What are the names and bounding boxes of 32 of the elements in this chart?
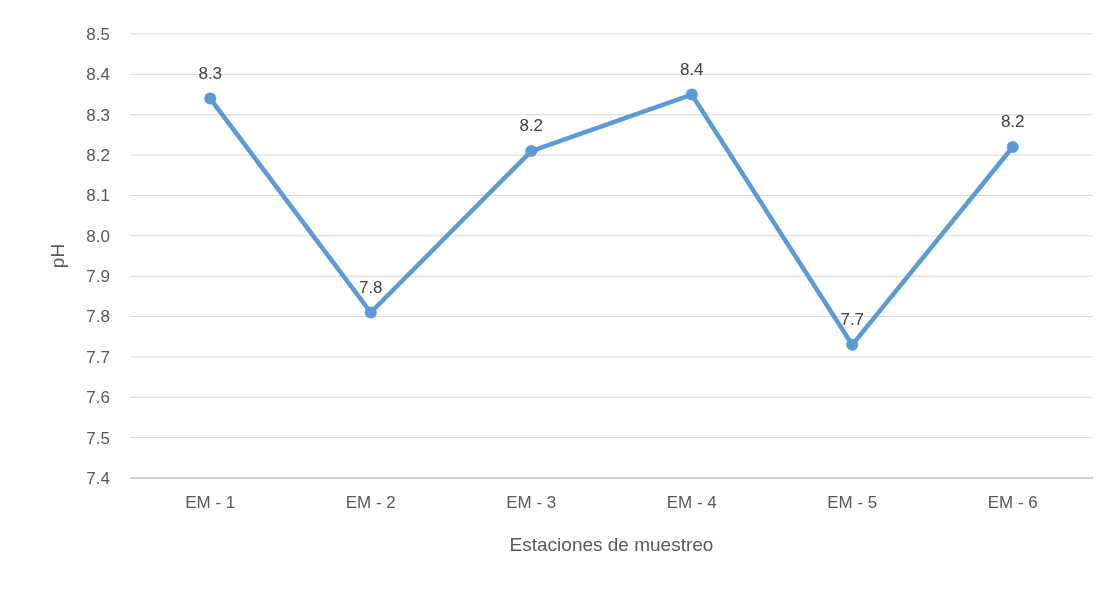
y-tick-label: 7.5 [86, 428, 110, 448]
point [1006, 141, 1019, 154]
x-tick-label: EM - 2 [345, 493, 396, 512]
data-label: 8.4 [679, 59, 704, 79]
y-tick-label: 7.4 [86, 468, 110, 488]
x-tick-label: EM - 4 [666, 493, 717, 512]
data-label: 7.7 [840, 309, 865, 329]
x-tick-label: EM - 3 [506, 493, 557, 512]
y-tick-label: 8.4 [86, 65, 110, 85]
y-tick-label: 8.1 [86, 186, 110, 206]
y-tick-label: 7.6 [86, 388, 110, 408]
y-tick-label: 8.0 [86, 226, 110, 246]
data-label: 8.2 [519, 116, 544, 136]
point [364, 306, 377, 319]
x-tick-label: EM - 6 [987, 493, 1038, 512]
point [685, 88, 698, 101]
point [846, 338, 859, 351]
data-label: 8.2 [1000, 112, 1025, 132]
x-tick-label: EM - 1 [185, 493, 236, 512]
data-label: 7.8 [358, 277, 383, 297]
point [204, 92, 217, 105]
x-axis-title: Estaciones de muestreo [509, 534, 714, 555]
point [525, 145, 538, 158]
y-tick-label: 8.2 [86, 146, 110, 166]
x-tick-label: EM - 5 [827, 493, 878, 512]
y-tick-label: 7.7 [86, 347, 110, 367]
y-tick-label: 7.9 [86, 267, 110, 287]
data-label: 8.3 [198, 63, 223, 83]
y-tick-label: 7.8 [86, 307, 110, 327]
y-axis-title: pH [47, 243, 68, 269]
y-tick-label: 8.3 [86, 105, 110, 125]
y-tick-label: 8.5 [86, 24, 110, 44]
